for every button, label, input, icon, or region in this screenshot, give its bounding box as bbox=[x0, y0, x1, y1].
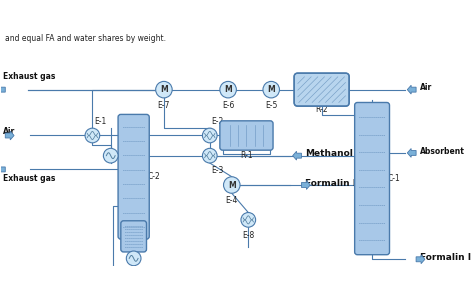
FancyBboxPatch shape bbox=[121, 221, 146, 252]
Circle shape bbox=[103, 148, 118, 163]
Polygon shape bbox=[416, 255, 425, 264]
Text: C-2: C-2 bbox=[147, 172, 160, 181]
Text: Air: Air bbox=[2, 127, 15, 136]
Text: E-3: E-3 bbox=[211, 166, 224, 175]
Text: M: M bbox=[160, 85, 168, 94]
FancyBboxPatch shape bbox=[355, 103, 390, 255]
Text: E-8: E-8 bbox=[242, 231, 255, 240]
Circle shape bbox=[85, 128, 100, 143]
Text: E-1: E-1 bbox=[94, 117, 107, 126]
Text: and equal FA and water shares by weight.: and equal FA and water shares by weight. bbox=[5, 34, 166, 43]
FancyBboxPatch shape bbox=[294, 73, 349, 106]
Text: Exhaust gas: Exhaust gas bbox=[2, 174, 55, 183]
Text: M: M bbox=[228, 180, 236, 190]
Text: M: M bbox=[267, 85, 275, 94]
Text: R-1: R-1 bbox=[240, 151, 253, 160]
Text: Formalin I: Formalin I bbox=[420, 253, 471, 262]
Circle shape bbox=[224, 177, 240, 193]
Text: R-2: R-2 bbox=[315, 105, 328, 114]
Text: Air: Air bbox=[420, 83, 432, 92]
Text: E-6: E-6 bbox=[222, 101, 234, 110]
Circle shape bbox=[263, 81, 280, 98]
Polygon shape bbox=[407, 85, 416, 94]
Polygon shape bbox=[301, 180, 310, 189]
Circle shape bbox=[241, 212, 255, 227]
Circle shape bbox=[202, 148, 217, 163]
Text: Methanol: Methanol bbox=[305, 149, 353, 158]
FancyBboxPatch shape bbox=[220, 121, 273, 150]
Circle shape bbox=[202, 128, 217, 143]
Text: C-1: C-1 bbox=[388, 174, 401, 183]
Circle shape bbox=[127, 251, 141, 266]
Polygon shape bbox=[0, 85, 5, 94]
Polygon shape bbox=[407, 149, 416, 157]
Text: Formalin II: Formalin II bbox=[305, 179, 360, 188]
Text: E-4: E-4 bbox=[226, 196, 238, 205]
Circle shape bbox=[220, 81, 237, 98]
Polygon shape bbox=[5, 131, 14, 140]
FancyBboxPatch shape bbox=[118, 114, 149, 239]
Polygon shape bbox=[292, 151, 301, 160]
Polygon shape bbox=[0, 165, 5, 174]
Text: M: M bbox=[224, 85, 232, 94]
Circle shape bbox=[155, 81, 172, 98]
Text: E-2: E-2 bbox=[211, 117, 224, 126]
Text: Exhaust gas: Exhaust gas bbox=[2, 72, 55, 81]
Text: E-5: E-5 bbox=[265, 101, 277, 110]
Text: E-7: E-7 bbox=[158, 101, 170, 110]
Text: Absorbent: Absorbent bbox=[420, 146, 465, 156]
